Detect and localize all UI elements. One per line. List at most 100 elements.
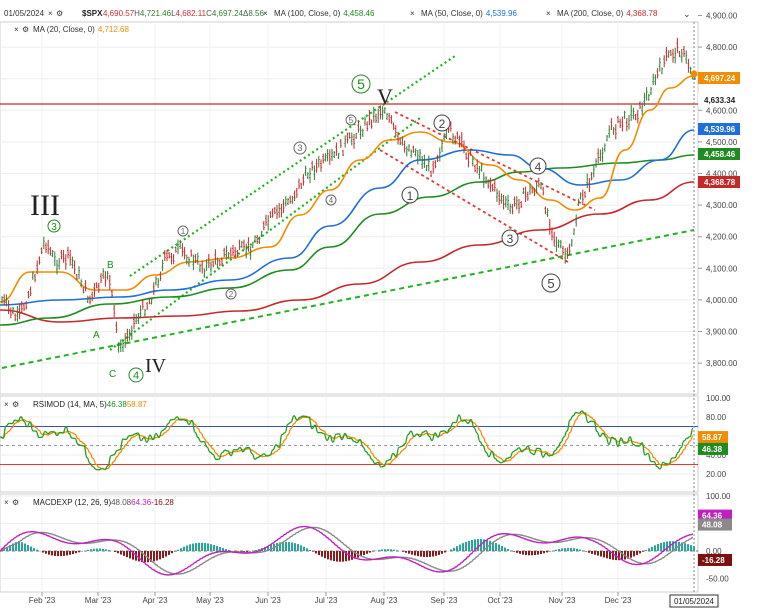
macd-histogram-bar bbox=[507, 549, 509, 551]
macd-histogram-bar bbox=[27, 545, 29, 551]
rsi-signal-badge bbox=[698, 431, 728, 444]
svg-text:5: 5 bbox=[357, 76, 365, 92]
price-badge bbox=[698, 123, 740, 135]
current-price-dot bbox=[690, 70, 698, 78]
macd-histogram-bar bbox=[336, 551, 338, 562]
macd-histogram-bar bbox=[321, 551, 323, 557]
macd-histogram-bar bbox=[66, 551, 68, 556]
macd-histogram-bar bbox=[459, 544, 461, 551]
macd-histogram-bar bbox=[78, 551, 80, 553]
macd-histogram-bar bbox=[492, 541, 494, 551]
macd-histogram-bar bbox=[369, 551, 371, 553]
subwave-3-marker: 3 bbox=[293, 141, 307, 155]
macd-histogram-bar bbox=[51, 551, 53, 556]
macd-histogram-bar bbox=[555, 549, 557, 551]
macd-histogram-bar bbox=[417, 551, 419, 557]
ma200-legend: MA (200, Close, 0) 4,368.78 bbox=[557, 9, 658, 18]
svg-text:3: 3 bbox=[51, 222, 57, 233]
macd-histogram-bar bbox=[18, 541, 20, 551]
macd-histogram-bar bbox=[339, 551, 341, 562]
macd-histogram-bar bbox=[672, 541, 674, 551]
close-icon[interactable]: × bbox=[48, 9, 53, 18]
macd-histogram-bar bbox=[108, 549, 110, 551]
macd-histogram-bar bbox=[330, 551, 332, 561]
wave-annotations: III IV V B A C 4 3 5 1 2 3 4 5 1 2 3 4 5 bbox=[30, 74, 561, 383]
macd-histogram-bar bbox=[30, 546, 32, 551]
ma20-close-icon[interactable]: × bbox=[14, 25, 19, 34]
gear-icon[interactable]: ⚙ bbox=[56, 9, 63, 18]
price-panel[interactable] bbox=[0, 21, 699, 395]
ma200-close-icon[interactable]: × bbox=[546, 9, 551, 18]
ma50-line bbox=[0, 129, 695, 306]
macd-histogram-bar bbox=[42, 551, 44, 553]
macd-histogram-badge-label: -16.28 bbox=[702, 556, 725, 565]
price-badge bbox=[698, 94, 740, 106]
wave-IV-label: IV bbox=[145, 355, 167, 377]
macd-gear-icon[interactable]: ⚙ bbox=[12, 498, 19, 507]
ma50-legend: MA (50, Close, 0) 4,539.96 bbox=[421, 9, 518, 18]
subwave-2-marker: 2 bbox=[225, 288, 237, 300]
ma50-close-icon[interactable]: × bbox=[410, 9, 415, 18]
macd-histogram-bar bbox=[312, 551, 314, 552]
macd-histogram-bar bbox=[165, 551, 167, 557]
macd-histogram-bar bbox=[636, 551, 638, 555]
macd-histogram-bar bbox=[24, 543, 26, 551]
macd-histogram-bar bbox=[405, 551, 407, 553]
macd-histogram-bar bbox=[453, 547, 455, 551]
macd-panel[interactable] bbox=[0, 493, 699, 593]
macd-histogram-bar bbox=[522, 551, 524, 555]
macd-histogram-bar bbox=[477, 539, 479, 551]
macd-close-icon[interactable]: × bbox=[4, 498, 9, 507]
macd-histogram-bar bbox=[414, 551, 416, 556]
header-ohlc: 4,690.57H4,721.46L4,682.11C4,697.24Δ8.56 bbox=[103, 9, 264, 18]
macd-histogram-bar bbox=[354, 551, 356, 559]
rsi-panel[interactable] bbox=[0, 395, 699, 493]
macd-histogram-bar bbox=[288, 542, 290, 551]
macd-histogram-bar bbox=[510, 550, 512, 551]
rsi-axis-label: 100.00 bbox=[706, 394, 731, 403]
macd-histogram-bar bbox=[402, 551, 404, 552]
wave-5-green-marker: 5 bbox=[351, 74, 371, 94]
macd-histogram-bar bbox=[144, 551, 146, 563]
macd-histogram-bar bbox=[378, 549, 380, 551]
macd-histogram-bar bbox=[567, 547, 569, 551]
macd-histogram-bar bbox=[300, 545, 302, 551]
macd-histogram-bar bbox=[393, 549, 395, 551]
macd-histogram-bar bbox=[54, 551, 56, 556]
macd-histogram-bar bbox=[603, 551, 605, 558]
ma100-close-icon[interactable]: × bbox=[263, 9, 268, 18]
macd-histogram-bar bbox=[471, 539, 473, 551]
macd-histogram-bar bbox=[666, 541, 668, 551]
time-axis-label: Sep '23 bbox=[431, 596, 458, 605]
macd-histogram-bar bbox=[324, 551, 326, 559]
macd-histogram-bar bbox=[543, 551, 545, 554]
macd-histogram-bar bbox=[501, 545, 503, 551]
header-date: 01/05/2024 bbox=[4, 9, 45, 18]
price-badge-label: 4,697.24 bbox=[704, 74, 736, 83]
time-axis-label: Feb '23 bbox=[29, 596, 56, 605]
macd-histogram-bar bbox=[57, 551, 59, 557]
macd-histogram-bar bbox=[642, 551, 644, 552]
macd-histogram-bar bbox=[216, 545, 218, 551]
rsi-close-icon[interactable]: × bbox=[4, 400, 9, 409]
macd-histogram-bar bbox=[192, 543, 194, 551]
macd-histogram-bar bbox=[618, 551, 620, 561]
macd-histogram-bar bbox=[426, 551, 428, 558]
svg-text:2: 2 bbox=[229, 290, 234, 299]
macd-histogram-bar bbox=[87, 549, 89, 551]
ma20-gear-icon[interactable]: ⚙ bbox=[22, 25, 29, 34]
macd-histogram-bar bbox=[156, 551, 158, 561]
macd-histogram-bar bbox=[15, 542, 17, 551]
macd-histogram-bar bbox=[675, 541, 677, 551]
macd-histogram-bar bbox=[558, 549, 560, 551]
macd-histogram-bar bbox=[204, 543, 206, 551]
macd-histogram-bar bbox=[588, 551, 590, 553]
time-axis-label: Apr '23 bbox=[142, 596, 168, 605]
collapse-chevron-icon[interactable]: ⌄ bbox=[683, 9, 691, 19]
macd-histogram-bar bbox=[594, 551, 596, 555]
macd-histogram-badge bbox=[698, 553, 732, 566]
macd-histogram-bar bbox=[141, 551, 143, 562]
rsi-gear-icon[interactable]: ⚙ bbox=[12, 400, 19, 409]
macd-histogram-bar bbox=[579, 549, 581, 551]
macd-histogram-bar bbox=[117, 551, 119, 554]
